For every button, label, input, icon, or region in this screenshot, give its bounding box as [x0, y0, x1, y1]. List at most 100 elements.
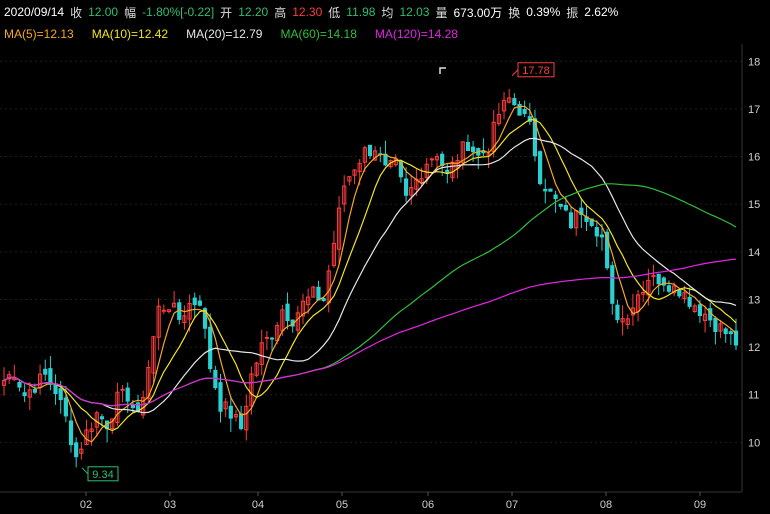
candle-body: [620, 318, 625, 323]
candle-body: [543, 188, 548, 192]
candle-body: [713, 317, 718, 332]
candle-body: [522, 108, 527, 115]
candle-body: [151, 336, 156, 374]
candle-body: [682, 292, 687, 300]
candle-body: [331, 242, 337, 266]
candle-body: [110, 418, 115, 430]
high-label: 高: [274, 5, 287, 20]
ma20-legend: MA(20)=12.79: [186, 27, 263, 41]
candle-body: [347, 176, 352, 182]
x-tick-label: 05: [336, 499, 348, 511]
candle-body: [440, 153, 445, 166]
candle-body: [687, 296, 692, 307]
candle-body: [512, 98, 517, 106]
candle-body: [656, 273, 661, 285]
candle-body: [254, 362, 259, 376]
candle-body: [300, 300, 306, 317]
change-value: -1.80%[-0.22]: [142, 5, 215, 19]
y-tick-label: 18: [748, 56, 760, 68]
candle-body: [362, 147, 367, 163]
candle-body: [532, 118, 538, 157]
candle-body: [388, 160, 393, 168]
candle-body: [599, 234, 605, 238]
candle-body: [357, 162, 362, 173]
candle-body: [445, 169, 450, 174]
candle-body: [166, 309, 172, 313]
min-label-box: [87, 466, 119, 482]
ma120-legend: MA(120)=14.28: [374, 27, 458, 41]
ma5-line: [3, 105, 737, 443]
turnover-value: 0.39%: [526, 5, 561, 19]
y-tick-label: 14: [748, 247, 760, 259]
candle-body: [48, 368, 53, 385]
candle-body: [197, 300, 202, 306]
candle-body: [172, 302, 177, 308]
candle-body: [548, 188, 553, 192]
candle-body: [264, 336, 269, 339]
candle-body: [244, 405, 249, 431]
candle-body: [460, 141, 465, 164]
candle-body: [481, 151, 486, 154]
candle-body: [471, 146, 476, 153]
candle-body: [666, 285, 672, 292]
candle-body: [646, 279, 651, 296]
max-label-box: [517, 62, 555, 78]
cursor-corner-icon: [439, 67, 446, 74]
candle-body: [373, 150, 378, 161]
candle-body: [99, 416, 105, 420]
candle-body: [218, 382, 223, 412]
candle-body: [517, 103, 522, 116]
candle-body: [424, 163, 429, 178]
candle-body: [718, 323, 723, 332]
candle-body: [579, 207, 584, 215]
candle-body: [68, 420, 74, 446]
candle-body: [393, 158, 398, 166]
ma120-line: [3, 258, 737, 407]
min-label: 9.34: [92, 469, 113, 481]
y-tick-label: 17: [748, 104, 760, 116]
y-tick-label: 12: [748, 342, 760, 354]
candle-body: [27, 389, 32, 398]
quote-date: 2020/09/14: [4, 5, 65, 19]
x-tick-label: 07: [506, 499, 518, 511]
stock-info-bar: 2020/09/14 收 12.00 幅 -1.80%[-0.22] 开 12.…: [4, 3, 618, 21]
candle-body: [553, 194, 558, 200]
candle-body: [605, 231, 610, 269]
candle-body: [182, 315, 187, 324]
low-label: 低: [328, 5, 341, 20]
candle-body: [233, 414, 239, 418]
candle-body: [53, 383, 58, 395]
candle-body: [651, 274, 656, 277]
candle-body: [285, 303, 290, 322]
candle-body: [156, 305, 161, 338]
kline-chart[interactable]: 10 11 12 13 14 15 16 17 18 02 03 04 05 06 07 08 09 17.78 9…: [0, 44, 770, 514]
candle-body: [403, 178, 409, 196]
candle-body: [723, 328, 728, 335]
candle-body: [208, 326, 213, 370]
candle-body: [589, 218, 594, 226]
candle-body: [223, 401, 228, 410]
candle-body: [661, 277, 666, 286]
x-tick-label: 03: [164, 499, 176, 511]
candle-body: [125, 387, 130, 402]
candle-body: [22, 392, 27, 397]
candle-body: [58, 388, 63, 401]
open-label: 开: [220, 5, 233, 20]
candle-body: [501, 99, 507, 112]
candle-body: [306, 296, 311, 306]
y-tick-label: 10: [748, 437, 760, 449]
x-tick-label: 06: [422, 499, 434, 511]
candle-body: [692, 305, 697, 312]
candle-body: [1, 380, 7, 386]
amplitude-value: 2.62%: [584, 5, 619, 19]
candle-body: [311, 286, 316, 298]
candle-body: [32, 389, 38, 393]
candle-body: [367, 144, 373, 157]
y-tick-label: 15: [748, 199, 760, 211]
candle-body: [228, 405, 233, 419]
y-tick-label: 13: [748, 294, 760, 306]
volume-label: 量: [435, 5, 448, 20]
candle-body: [352, 169, 357, 176]
open-value: 12.20: [238, 5, 269, 19]
candle-body: [161, 309, 166, 312]
